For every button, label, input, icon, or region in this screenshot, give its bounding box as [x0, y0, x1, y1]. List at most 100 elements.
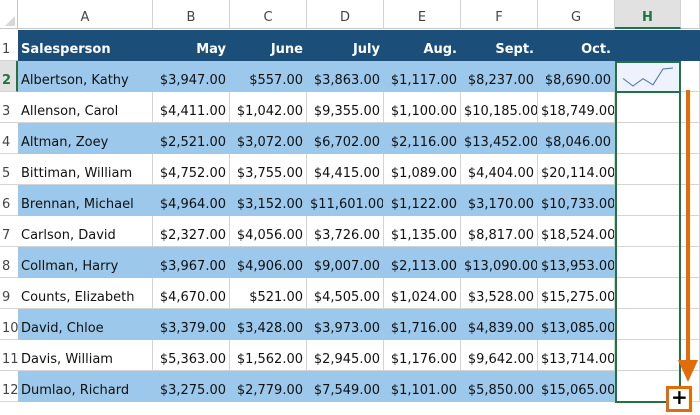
cell[interactable]: $13,452.00	[461, 123, 538, 154]
cell[interactable]: $1,100.00	[384, 92, 461, 123]
row-header[interactable]: 2	[0, 61, 18, 92]
header-cell[interactable]: Aug.	[384, 30, 461, 61]
column-header-e[interactable]: E	[384, 0, 461, 29]
row-header[interactable]: 12	[0, 371, 19, 402]
header-cell[interactable]: Salesperson	[18, 30, 153, 61]
row-header[interactable]: 10	[0, 309, 19, 340]
cell[interactable]: $3,170.00	[461, 185, 538, 216]
cell[interactable]: $8,690.00	[538, 61, 615, 92]
cell[interactable]: $10,733.00	[538, 185, 615, 216]
cell[interactable]: Bittiman, William	[18, 154, 153, 185]
cell[interactable]: $2,779.00	[230, 371, 307, 402]
header-cell[interactable]: Oct.	[538, 30, 615, 61]
cell[interactable]: $4,752.00	[153, 154, 230, 185]
cell[interactable]: $1,101.00	[384, 371, 461, 402]
header-cell[interactable]: May	[153, 30, 230, 61]
row-header[interactable]: 5	[0, 154, 18, 185]
cell[interactable]: $8,237.00	[461, 61, 538, 92]
fill-handle[interactable]: +	[666, 385, 692, 412]
cell[interactable]: $13,085.00	[538, 309, 615, 340]
cell[interactable]: $18,749.00	[538, 92, 615, 123]
cell[interactable]: $1,089.00	[384, 154, 461, 185]
cell[interactable]: $8,046.00	[538, 123, 615, 154]
cell[interactable]: $3,973.00	[307, 309, 384, 340]
cell-h[interactable]	[615, 30, 681, 61]
cell[interactable]: $2,116.00	[384, 123, 461, 154]
cell[interactable]: $1,135.00	[384, 216, 461, 247]
cell[interactable]: $13,953.00	[538, 247, 615, 278]
cell[interactable]: Counts, Elizabeth	[18, 278, 153, 309]
cell-i[interactable]	[681, 61, 700, 92]
cell[interactable]: $3,863.00	[307, 61, 384, 92]
column-header-c[interactable]: C	[230, 0, 307, 29]
header-cell[interactable]: June	[230, 30, 307, 61]
cell[interactable]: $13,090.00	[461, 247, 538, 278]
cell[interactable]: $18,524.00	[538, 216, 615, 247]
header-cell[interactable]: July	[307, 30, 384, 61]
column-header-next[interactable]	[681, 0, 700, 29]
cell[interactable]: $6,702.00	[307, 123, 384, 154]
cell[interactable]: $20,114.00	[538, 154, 615, 185]
cell[interactable]: $1,042.00	[230, 92, 307, 123]
cell[interactable]: $3,379.00	[153, 309, 230, 340]
cell[interactable]: $3,755.00	[230, 154, 307, 185]
cell[interactable]: $1,024.00	[384, 278, 461, 309]
column-header-b[interactable]: B	[153, 0, 230, 29]
cell[interactable]: $3,528.00	[461, 278, 538, 309]
row-header[interactable]: 4	[0, 123, 18, 154]
column-header-f[interactable]: F	[461, 0, 538, 29]
cell[interactable]: Brennan, Michael	[18, 185, 153, 216]
cell[interactable]: Altman, Zoey	[18, 123, 153, 154]
cell[interactable]: $5,363.00	[153, 340, 230, 371]
column-header-a[interactable]: A	[18, 0, 153, 29]
cell[interactable]: $2,327.00	[153, 216, 230, 247]
cell[interactable]: $5,850.00	[461, 371, 538, 402]
column-header-d[interactable]: D	[307, 0, 384, 29]
cell[interactable]: $10,185.00	[461, 92, 538, 123]
column-header-g[interactable]: G	[538, 0, 615, 29]
cell[interactable]: $15,275.00	[538, 278, 615, 309]
cell[interactable]: $8,817.00	[461, 216, 538, 247]
column-header-h[interactable]: H	[615, 0, 681, 29]
cell[interactable]: Carlson, David	[18, 216, 153, 247]
cell[interactable]: $3,967.00	[153, 247, 230, 278]
cell[interactable]: $11,601.00	[307, 185, 384, 216]
cell[interactable]: $3,726.00	[307, 216, 384, 247]
select-all-corner[interactable]	[0, 0, 18, 29]
cell[interactable]: Albertson, Kathy	[18, 61, 153, 92]
active-cell-h2[interactable]	[615, 61, 681, 93]
cell[interactable]: $4,906.00	[230, 247, 307, 278]
selection-range-h2-h12[interactable]	[615, 61, 681, 403]
cell[interactable]: David, Chloe	[18, 309, 153, 340]
cell[interactable]: $1,117.00	[384, 61, 461, 92]
row-header[interactable]: 9	[0, 278, 18, 309]
cell[interactable]: $1,176.00	[384, 340, 461, 371]
row-header[interactable]: 11	[0, 340, 19, 371]
cell[interactable]: $4,415.00	[307, 154, 384, 185]
cell[interactable]: $15,065.00	[538, 371, 615, 402]
cell[interactable]: $3,275.00	[153, 371, 230, 402]
cell[interactable]: $4,404.00	[461, 154, 538, 185]
row-header[interactable]: 7	[0, 216, 18, 247]
cell[interactable]: $4,505.00	[307, 278, 384, 309]
cell[interactable]: $3,428.00	[230, 309, 307, 340]
cell[interactable]: $4,670.00	[153, 278, 230, 309]
header-cell[interactable]: Sept.	[461, 30, 538, 61]
row-header[interactable]: 6	[0, 185, 18, 216]
row-header[interactable]: 1	[0, 30, 18, 61]
cell[interactable]: $521.00	[230, 278, 307, 309]
cell[interactable]: $9,642.00	[461, 340, 538, 371]
cell[interactable]: Dumlao, Richard	[18, 371, 153, 402]
cell[interactable]: $557.00	[230, 61, 307, 92]
cell[interactable]: $7,549.00	[307, 371, 384, 402]
cell[interactable]: $3,072.00	[230, 123, 307, 154]
row-header[interactable]: 3	[0, 92, 18, 123]
cell[interactable]: $1,562.00	[230, 340, 307, 371]
cell-i[interactable]	[681, 30, 700, 61]
cell[interactable]: $4,839.00	[461, 309, 538, 340]
cell[interactable]: $2,113.00	[384, 247, 461, 278]
cell[interactable]: $2,521.00	[153, 123, 230, 154]
cell[interactable]: $4,056.00	[230, 216, 307, 247]
cell[interactable]: Allenson, Carol	[18, 92, 153, 123]
cell[interactable]: $4,964.00	[153, 185, 230, 216]
